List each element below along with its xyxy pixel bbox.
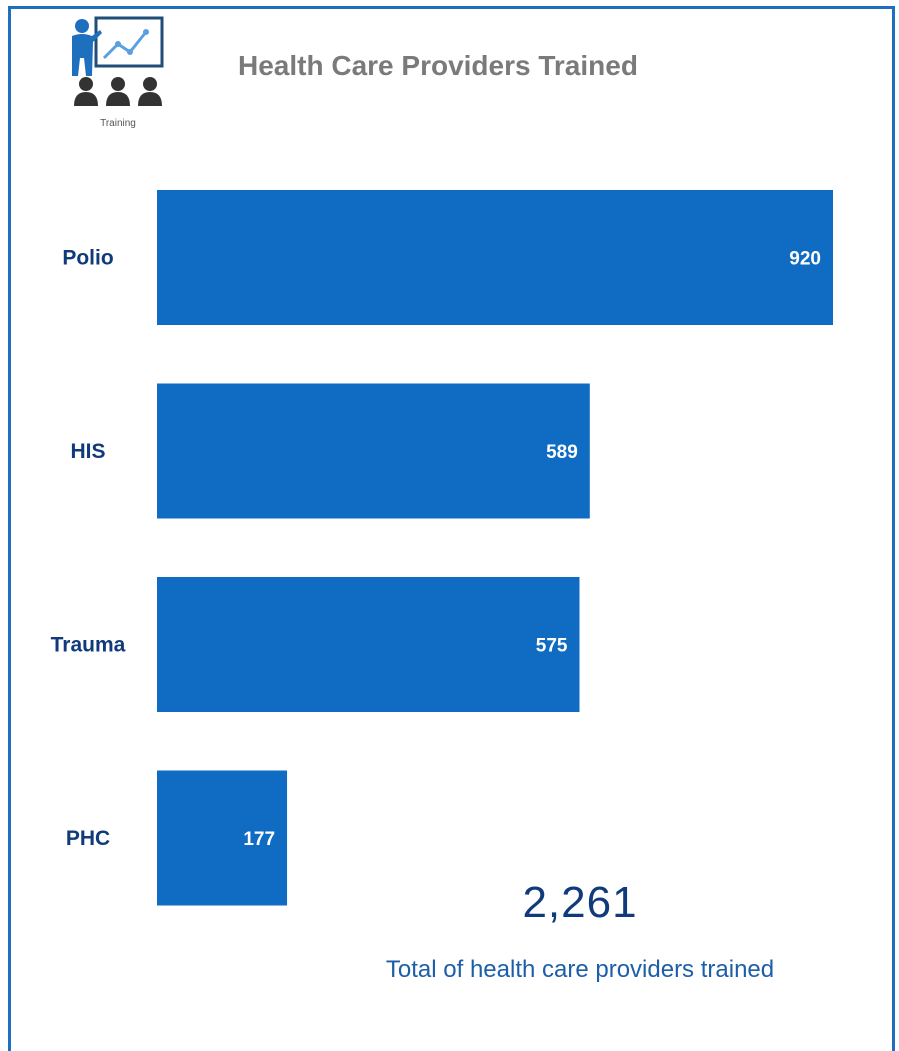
bar-trauma <box>157 577 580 712</box>
chart-title: Health Care Providers Trained <box>238 50 638 81</box>
training-logo: Training <box>66 14 170 134</box>
total-value: 2,261 <box>522 878 638 927</box>
category-label-trauma: Trauma <box>51 634 126 657</box>
logo-caption: Training <box>100 118 136 129</box>
value-label-trauma: 575 <box>536 636 568 657</box>
value-label-his: 589 <box>546 442 578 463</box>
value-label-phc: 177 <box>243 829 275 850</box>
total-caption: Total of health care providers trained <box>385 956 775 983</box>
bar-polio <box>157 190 833 325</box>
bar-phc <box>157 770 288 906</box>
category-label-phc: PHC <box>66 827 110 850</box>
category-label-his: HIS <box>70 440 105 463</box>
bar-his <box>157 383 590 519</box>
card-frame <box>8 6 895 1051</box>
value-label-polio: 920 <box>789 249 821 270</box>
training-presentation-icon <box>72 16 164 106</box>
category-label-polio: Polio <box>62 247 113 270</box>
